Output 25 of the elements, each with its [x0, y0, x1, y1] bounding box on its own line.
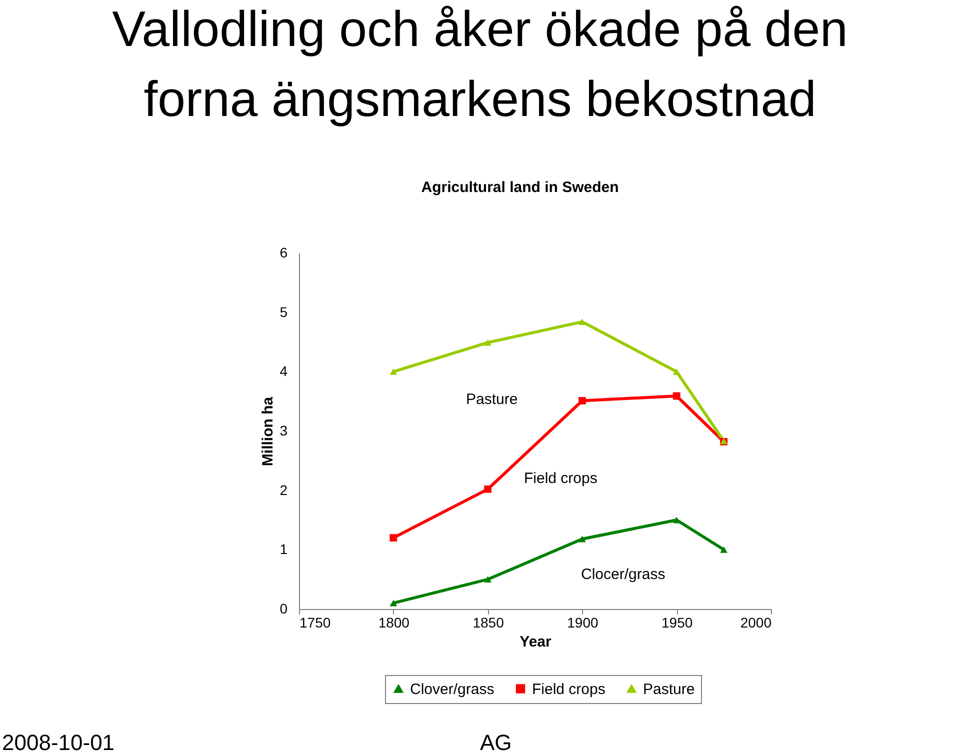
text: 2008-10-01 — [2, 730, 115, 754]
y-tick-label: 3 — [280, 422, 288, 438]
y-tick-label: 4 — [280, 363, 288, 380]
x-tick-label: 2000 — [740, 614, 772, 630]
y-tick-label: 1 — [280, 541, 288, 558]
x-tick-label: 1800 — [378, 614, 410, 630]
chart-subtitle: Agricultural land in Sweden — [421, 179, 619, 196]
chart-title: Vallodling och åker ökade på den forna ängsmarkens bekostnad — [112, 1, 848, 127]
annotation: Pasture — [466, 391, 518, 408]
y-axis-title: Million ha — [260, 396, 277, 466]
legend-label: Clover/grass — [410, 680, 494, 698]
annotation: Clocer/grass — [581, 566, 666, 583]
legend-label: Field crops — [532, 680, 606, 698]
x-tick-label: 1850 — [472, 614, 504, 630]
text: AG — [480, 730, 512, 754]
x-axis-title: Year — [520, 634, 552, 650]
legend-label: Pasture — [643, 680, 695, 698]
x-tick-label: 1950 — [662, 614, 693, 630]
x-tick-label: 1750 — [300, 614, 331, 630]
y-tick-label: 2 — [280, 482, 288, 498]
y-tick-label: 6 — [280, 244, 288, 260]
annotation: Field crops — [524, 470, 598, 487]
x-tick-label: 1900 — [567, 614, 598, 630]
y-tick-label: 0 — [280, 600, 288, 616]
y-tick-label: 5 — [280, 304, 288, 320]
